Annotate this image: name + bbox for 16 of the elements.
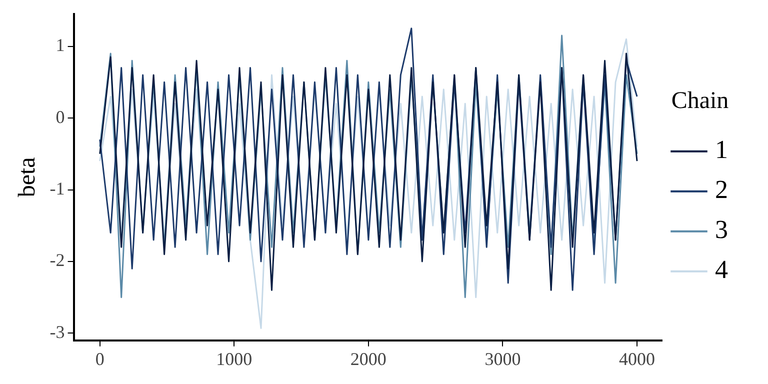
x-tick-label: 4000 bbox=[619, 348, 656, 369]
y-tick-label: 1 bbox=[56, 35, 65, 56]
legend-title: Chain bbox=[671, 88, 729, 114]
y-tick-label: 0 bbox=[56, 106, 65, 127]
y-tick-label: -2 bbox=[50, 250, 65, 270]
legend-label: 4 bbox=[715, 255, 728, 284]
x-tick-label: 2000 bbox=[350, 348, 386, 369]
x-tick-label: 3000 bbox=[484, 348, 521, 369]
x-tick-label: 0 bbox=[95, 348, 104, 369]
legend-label: 2 bbox=[715, 175, 728, 204]
y-axis-title: beta bbox=[14, 156, 41, 198]
x-tick-label: 1000 bbox=[216, 348, 252, 369]
y-tick-label: -1 bbox=[50, 178, 65, 198]
y-tick-label: -3 bbox=[50, 322, 65, 342]
legend-label: 1 bbox=[715, 135, 728, 164]
legend-label: 3 bbox=[715, 215, 728, 244]
